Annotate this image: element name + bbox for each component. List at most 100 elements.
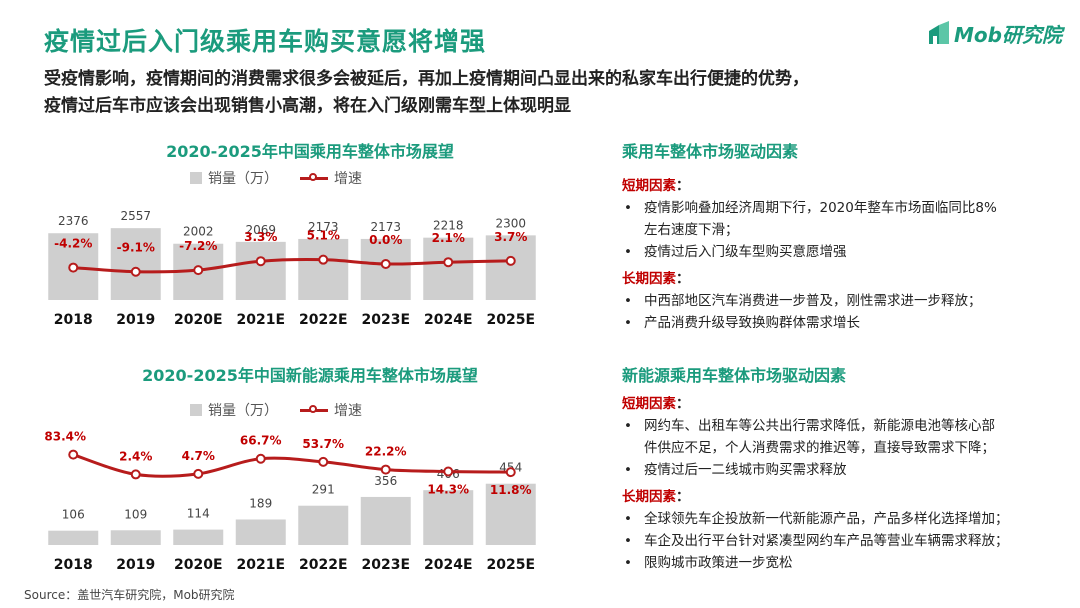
section1-short-item-1: • 疫情影响叠加经济周期下行，2020年整车市场面临同比8% 左右速度下滑； [624, 200, 997, 238]
source-note: Source：盖世汽车研究院，Mob研究院 [24, 588, 235, 602]
bar-value-label: 2300 [495, 216, 526, 230]
x-tick-label: 2024E [424, 557, 473, 573]
bar-value-label: 114 [187, 507, 210, 521]
chart1-svg: 2376 2018 2557 2019 2002 2020E 2069 2021E 2173 20… [48, 209, 536, 328]
subtitle-line-1: 受疫情影响，疫情期间的消费需求很多会被延后，再加上疫情期间凸显出来的私家车出行便… [44, 69, 809, 89]
growth-point [193, 265, 204, 276]
chart1-title: 2020-2025年中国乘用车整体市场展望 [166, 142, 454, 161]
section2-short-term-label: 短期因素： [622, 396, 690, 412]
legend-bar-label: 销量（万） [208, 403, 278, 419]
growth-label: -7.2% [179, 239, 217, 253]
section1-long-term-label: 长期因素： [622, 271, 690, 287]
bar-2024E [423, 490, 474, 545]
bar-value-label: 2069 [245, 223, 276, 237]
section2-long-item-3: • 限购城市政策进一步宽松 [624, 555, 793, 571]
growth-point [505, 255, 516, 266]
bar-2023E [360, 496, 411, 545]
x-tick-label: 2024E [424, 312, 473, 328]
chart2-legend: 销量（万） 增速 [190, 400, 362, 420]
bar-value-label: 2173 [370, 220, 401, 234]
growth-label: 11.8% [490, 483, 532, 497]
growth-label: -9.1% [117, 241, 155, 255]
bar-2025E [485, 483, 536, 545]
legend-line-label: 增速 [334, 171, 362, 187]
growth-point [255, 453, 266, 464]
section2-long-item-1: • 全球领先车企投放新一代新能源产品，产品多样化选择增加； [624, 511, 1009, 527]
growth-label: 2.1% [432, 231, 465, 245]
growth-point [318, 254, 329, 265]
bar-2024E [423, 237, 474, 300]
bar-2022E [298, 238, 349, 300]
bar-2020E [173, 529, 224, 545]
logo-text: Mob研究院 [954, 22, 1062, 47]
bar-2019 [110, 228, 161, 300]
growth-line [73, 257, 511, 274]
x-tick-label: 2025E [486, 312, 535, 328]
growth-point [130, 469, 141, 480]
growth-label: 5.1% [307, 229, 340, 243]
section1-short-item-2: • 疫情过后入门级车型购买意愿增强 [624, 244, 847, 260]
section2-long-term-label: 长期因素： [622, 489, 690, 505]
growth-point [505, 467, 516, 478]
bar-2018 [48, 530, 99, 545]
legend-bar-label: 销量（万） [208, 171, 278, 187]
growth-point [68, 262, 79, 273]
subtitle: 受疫情影响，疫情期间的消费需求很多会被延后，再加上疫情期间凸显出来的私家车出行便… [44, 66, 809, 120]
growth-label: 83.4% [44, 430, 86, 444]
x-tick-label: 2020E [174, 312, 223, 328]
section1-short-term-label: 短期因素： [622, 178, 690, 194]
bar-value-label: 2002 [183, 225, 214, 239]
growth-point [443, 257, 454, 268]
x-tick-label: 2021E [236, 557, 285, 573]
bar-2021E [235, 519, 286, 545]
x-tick-label: 2018 [54, 312, 93, 328]
section1-long-item-1: • 中西部地区汽车消费进一步普及，刚性需求进一步释放； [624, 293, 982, 309]
section2-short-item-1: • 网约车、出租车等公共出行需求降低，新能源电池等核心部 件供应不足，个人消费需求的… [624, 418, 995, 456]
x-tick-label: 2025E [486, 557, 535, 573]
growth-label: 14.3% [427, 483, 469, 497]
section1-heading: 乘用车整体市场驱动因素 [622, 142, 799, 161]
x-tick-label: 2021E [236, 312, 285, 328]
bar-value-label: 2557 [120, 209, 151, 223]
growth-label: 53.7% [302, 437, 344, 451]
growth-point [380, 259, 391, 269]
growth-label: 22.2% [365, 445, 407, 459]
x-tick-label: 2023E [361, 557, 410, 573]
bar-2019 [110, 530, 161, 545]
bar-value-label: 356 [374, 474, 397, 488]
growth-point [380, 464, 391, 475]
x-tick-label: 2022E [299, 557, 348, 573]
chart2-svg: 106 2018 109 2019 114 2020E 189 2021E 291 2022E 35… [44, 430, 536, 573]
bar-value-label: 2173 [308, 220, 339, 234]
growth-label: -4.2% [54, 237, 92, 251]
x-tick-label: 2018 [54, 557, 93, 573]
page-title: 疫情过后入门级乘用车购买意愿将增强 [44, 27, 487, 56]
growth-point [68, 449, 79, 460]
bar-value-label: 109 [124, 507, 147, 521]
growth-label: 3.7% [494, 230, 527, 244]
bar-value-label: 106 [62, 508, 85, 522]
section1-body: 短期因素： • 疫情影响叠加经济周期下行，2020年整车市场面临同比8% 左右速度下… [622, 175, 1062, 334]
bar-value-label: 2218 [433, 219, 464, 233]
section2-short-item-2: • 疫情过后一二线城市购买需求释放 [624, 462, 847, 478]
x-tick-label: 2022E [299, 312, 348, 328]
growth-point [443, 466, 454, 477]
legend-line-label: 增速 [334, 403, 362, 419]
growth-label: 3.3% [244, 230, 277, 244]
growth-point [318, 456, 329, 467]
growth-label: 0.0% [369, 233, 402, 247]
bar-2021E [235, 241, 286, 300]
brand-logo: Mob研究院 [928, 18, 1062, 48]
growth-label: 4.7% [182, 449, 215, 463]
growth-point [255, 256, 266, 267]
growth-point [130, 266, 141, 277]
legend-bar-swatch [190, 404, 202, 416]
x-tick-label: 2019 [116, 312, 155, 328]
x-tick-label: 2023E [361, 312, 410, 328]
chart1-legend: 销量（万） 增速 [190, 168, 362, 188]
legend-line-swatch [300, 405, 328, 415]
growth-point [193, 468, 204, 479]
bar-value-label: 2376 [58, 214, 89, 228]
bar-2025E [485, 235, 536, 300]
section2-long-item-2: • 车企及出行平台针对紧凑型网约车产品等营业车辆需求释放； [624, 533, 1009, 549]
